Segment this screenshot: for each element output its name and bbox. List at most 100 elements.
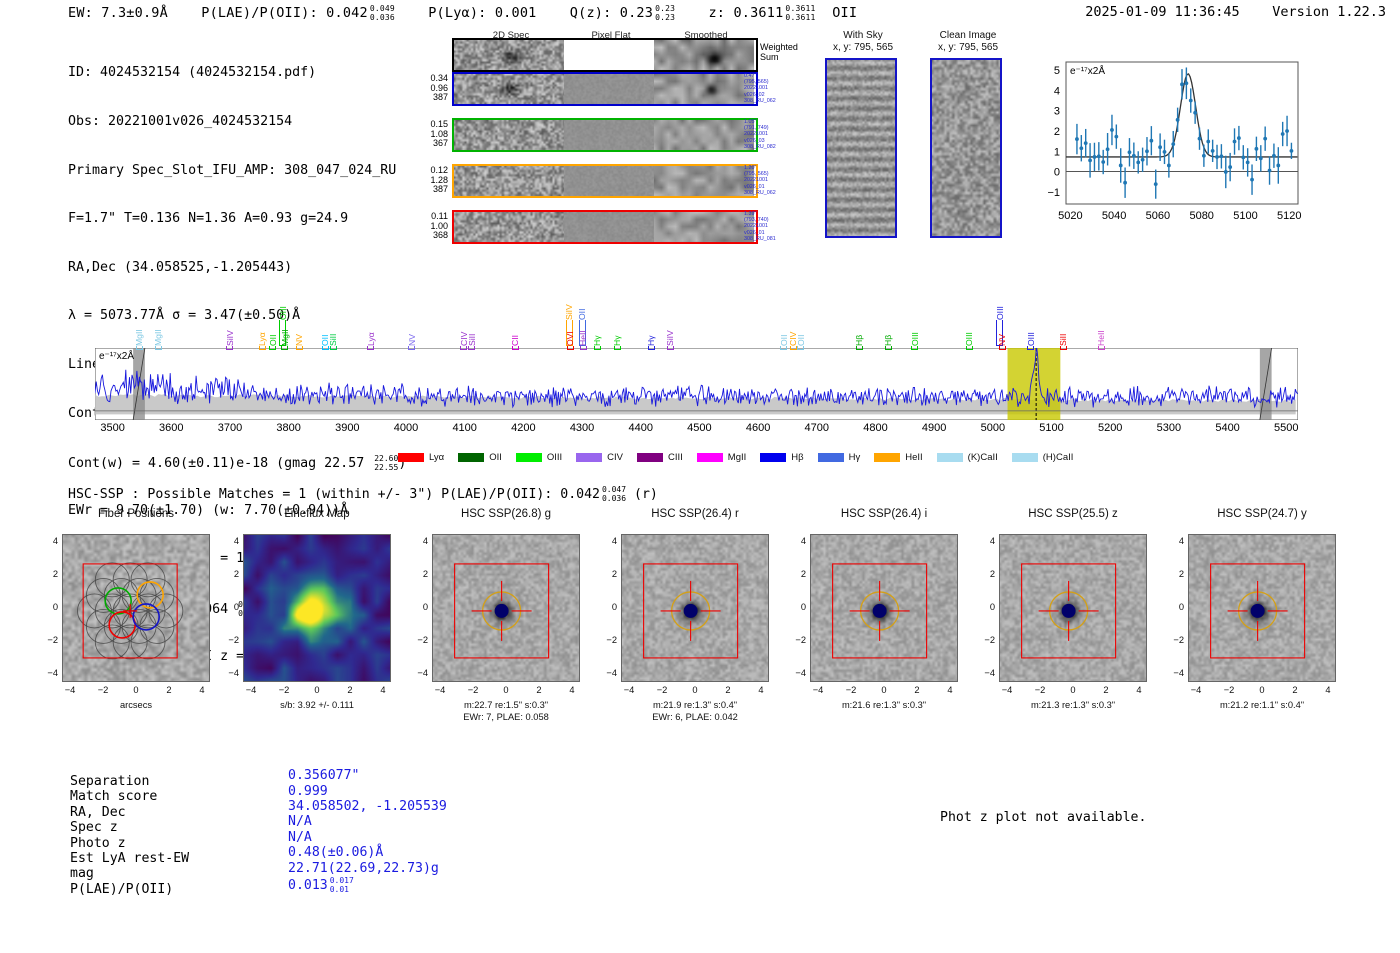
info-gmag-tail: ) bbox=[398, 456, 407, 472]
cutout-xtick: 2 bbox=[1103, 685, 1109, 695]
spec2d-panel-group: 2D Spec Pixel Flat Smoothed Weighted Sum 0… bbox=[430, 30, 798, 250]
cutout-image bbox=[432, 534, 580, 682]
cutout-ytick: −2 bbox=[47, 635, 58, 645]
emission-line-label: Hβ bbox=[883, 334, 894, 346]
emission-line-bracket bbox=[884, 346, 892, 350]
cutout-image bbox=[62, 534, 210, 682]
spec2d-stat-0: 0.34 bbox=[430, 73, 448, 83]
cutout-caption-line1: m:21.3 re:1.3" s:0.3" bbox=[1030, 700, 1116, 710]
cutout-ytick: 2 bbox=[989, 569, 995, 579]
legend-item: OIII bbox=[515, 452, 563, 463]
cutout-image bbox=[810, 534, 958, 682]
cutout-ytick: −2 bbox=[1173, 635, 1184, 645]
cutout-xtick: −2 bbox=[278, 685, 290, 695]
match-table-value: 34.058502, -1.205539 bbox=[288, 798, 447, 814]
match-table-key: Match score bbox=[70, 789, 158, 805]
spec2d-cell-smoothed bbox=[654, 166, 754, 196]
spec2d-stat-2: 367 bbox=[432, 138, 448, 149]
emission-line-label: HeII bbox=[578, 330, 589, 346]
spectrum-xtick: 3500 bbox=[100, 422, 125, 434]
cutout-ytick: 4 bbox=[422, 536, 428, 546]
spec2d-stat-0: 0.12 bbox=[430, 165, 448, 175]
emission-line-label: MgII bbox=[153, 329, 164, 346]
cutout-ytick: 2 bbox=[52, 569, 58, 579]
legend-item: CIV bbox=[576, 452, 623, 463]
cutout-xtick: 4 bbox=[758, 685, 764, 695]
cutout-xtick: −2 bbox=[1034, 685, 1046, 695]
cutout-xtick: 4 bbox=[380, 685, 386, 695]
spectrum-xtick: 4000 bbox=[393, 422, 419, 434]
cutout-xtick: −2 bbox=[1223, 685, 1235, 695]
emission-line-bracket bbox=[1027, 346, 1035, 350]
emission-line-bracket bbox=[593, 346, 601, 350]
emission-line-label: OIII bbox=[1025, 332, 1036, 346]
legend-item: HeII bbox=[874, 452, 923, 463]
spec2d-meta-3: v026_03 bbox=[744, 137, 765, 144]
cutout-ytick: 4 bbox=[989, 536, 995, 546]
hsc-summary-filter: (r) bbox=[634, 487, 658, 502]
cutout-image bbox=[621, 534, 769, 682]
cutout-ytick: 4 bbox=[611, 536, 617, 546]
spectrum-xtick: 5000 bbox=[980, 422, 1006, 434]
emission-line-bracket bbox=[367, 346, 375, 350]
spectrum-xtick: 3700 bbox=[217, 422, 243, 434]
info-line-obs: Obs: 20221001v026_4024532154 bbox=[68, 114, 293, 129]
emission-line-bracket bbox=[281, 346, 289, 350]
cutout-ytick: −2 bbox=[795, 635, 806, 645]
legend-swatch bbox=[696, 453, 723, 462]
emission-line-bracket bbox=[647, 346, 655, 350]
spec2d-cell-2dspec bbox=[454, 212, 564, 242]
emission-line-bracket bbox=[279, 320, 287, 346]
spec2d-row bbox=[452, 118, 758, 152]
cutout-ytick: 4 bbox=[233, 536, 239, 546]
svg-text:5120: 5120 bbox=[1277, 210, 1301, 222]
legend-swatch bbox=[936, 453, 963, 462]
sky-cutout-image bbox=[930, 58, 1002, 238]
header-summary-line: EW: 7.3±0.9Å P(LAE)/P(OII): 0.042 0.049 0.… bbox=[68, 4, 857, 22]
cutout-ytick: 2 bbox=[1178, 569, 1184, 579]
emission-line-bracket bbox=[329, 346, 337, 350]
legend-item: Hβ bbox=[760, 452, 804, 463]
emission-line-label: Hβ bbox=[854, 334, 865, 346]
info-gmag-lo: 22.55 bbox=[374, 463, 399, 473]
info-line-fwhm: F=1.7" T=0.136 N=1.36 A=0.93 g=24.9 bbox=[68, 211, 349, 227]
legend-label: OIII bbox=[546, 452, 563, 463]
cutout-ytick: −4 bbox=[1173, 668, 1184, 678]
spec2d-meta-2: 20221001 bbox=[744, 131, 768, 138]
weighted-sum-line2: Sum bbox=[760, 52, 779, 62]
legend-swatch bbox=[760, 453, 787, 462]
header-plae-label: P(LAE)/P(OII): bbox=[201, 5, 318, 21]
cutout-xtick: 2 bbox=[347, 685, 353, 695]
spec2d-cell-pixelflat bbox=[564, 166, 654, 196]
emission-line-label: SiIV bbox=[224, 330, 235, 346]
emission-line-bracket bbox=[579, 346, 587, 350]
cutout-ytick: −2 bbox=[228, 635, 239, 645]
svg-text:1: 1 bbox=[1054, 146, 1060, 158]
cutout-xtick: 0 bbox=[1259, 685, 1265, 695]
legend-label: (K)CaII bbox=[967, 452, 998, 463]
spec2d-row bbox=[452, 164, 758, 198]
legend-swatch bbox=[576, 453, 603, 462]
emission-line-label: OVI bbox=[565, 331, 576, 346]
emission-line-bracket bbox=[408, 346, 416, 350]
match-table-value: 0.999 bbox=[288, 783, 328, 799]
cutout-caption-line2: EWr: 6, PLAE: 0.042 bbox=[652, 711, 738, 722]
spec2d-meta-0: 1.05" bbox=[744, 119, 757, 125]
emission-line-label: OII bbox=[795, 334, 806, 346]
match-table-key: Est LyA rest-EW bbox=[70, 851, 190, 866]
photoz-note: Phot z plot not available. bbox=[940, 810, 1147, 825]
cutout-title: HSC SSP(26.8) g bbox=[460, 508, 552, 520]
emission-line-bracket bbox=[797, 346, 805, 350]
emission-line-label: Hγ bbox=[592, 335, 603, 346]
info-line-primary-spec: Primary Spec_Slot_IFU_AMP: 308_047_024_R… bbox=[68, 162, 397, 178]
cutout-ytick: 4 bbox=[800, 536, 806, 546]
match-table-value: N/A bbox=[288, 814, 312, 830]
cutout-xtick: −4 bbox=[623, 685, 635, 695]
spec2d-weighted-sum-label: Weighted Sum bbox=[760, 42, 798, 62]
cutout-ytick: −2 bbox=[984, 635, 995, 645]
spectrum-xtick: 4200 bbox=[511, 422, 536, 434]
spec2d-meta-1: (793, 740) bbox=[744, 217, 769, 224]
header-ew: EW: 7.3±0.9Å bbox=[68, 5, 168, 21]
spectrum-xtick: 5300 bbox=[1156, 422, 1182, 434]
spec2d-meta-0: 1.20" bbox=[744, 165, 757, 171]
